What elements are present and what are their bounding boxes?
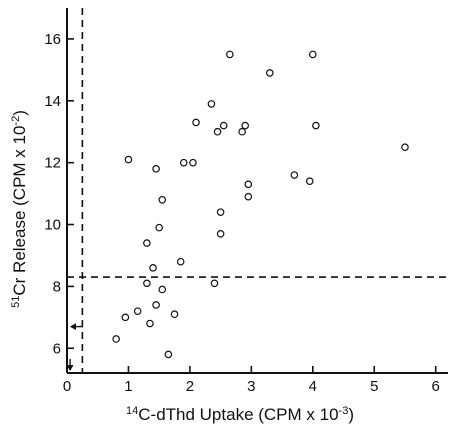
x-tick-label: 6 (432, 378, 440, 395)
data-point (158, 285, 167, 294)
x-marker-arrow-head (66, 365, 74, 371)
data-point (312, 121, 320, 130)
y-tick-label: 16 (44, 31, 61, 48)
data-point (124, 155, 133, 164)
data-point (216, 208, 225, 216)
data-point (189, 158, 197, 167)
y-tick-label: 12 (44, 155, 61, 172)
data-point (238, 127, 246, 136)
data-point (146, 319, 154, 328)
data-point (207, 100, 216, 108)
y-axis-title: 51Cr Release (CPM x 10-2) (10, 110, 29, 308)
x-tick-label: 0 (63, 378, 71, 395)
y-tick-label: 14 (44, 93, 61, 110)
data-point (149, 264, 157, 272)
data-point (143, 239, 151, 247)
x-tick-label: 3 (247, 378, 255, 395)
data-point (152, 301, 160, 309)
data-point (210, 279, 219, 288)
data-point (216, 230, 225, 238)
data-point (309, 50, 317, 59)
data-point (155, 223, 163, 232)
data-point (158, 195, 167, 204)
x-axis-title: 14C-dThd Uptake (CPM x 10-3) (126, 405, 354, 424)
y-tick-label: 10 (44, 217, 61, 234)
x-tick-label: 2 (186, 378, 194, 395)
data-point (192, 118, 200, 127)
data-point (121, 313, 130, 322)
axes (66, 8, 448, 374)
x-tick-label: 5 (370, 378, 378, 395)
data-point (164, 350, 173, 359)
data-point (143, 279, 151, 288)
y-tick-label: 8 (53, 278, 61, 295)
data-point (179, 158, 188, 167)
y-marker-arrow-head (70, 323, 76, 331)
data-point (133, 307, 142, 315)
data-points (112, 50, 409, 359)
data-point (244, 192, 253, 201)
data-point (152, 165, 160, 173)
data-point (112, 335, 120, 343)
data-point (226, 50, 234, 59)
y-tick-label: 6 (53, 340, 61, 357)
data-point (213, 127, 222, 136)
data-point (265, 69, 274, 77)
x-tick-label: 1 (124, 378, 132, 395)
data-point (290, 171, 299, 179)
data-point (170, 310, 179, 319)
x-tick-label: 4 (309, 378, 317, 395)
data-point (219, 121, 228, 130)
data-point (241, 121, 250, 130)
data-point (305, 177, 314, 186)
data-point (176, 257, 185, 266)
data-point (401, 143, 409, 151)
reference-lines (66, 8, 448, 373)
data-point (244, 180, 253, 189)
